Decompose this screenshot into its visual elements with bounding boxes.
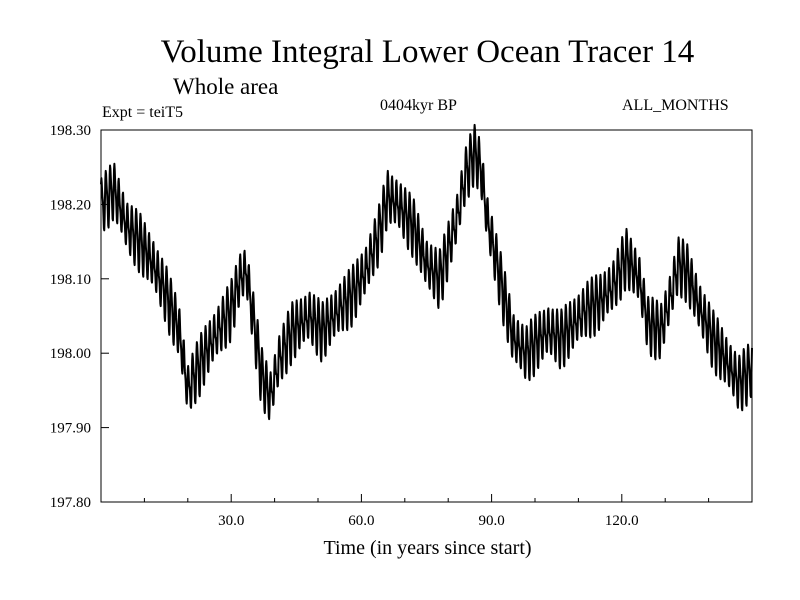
- chart-title: Volume Integral Lower Ocean Tracer 14: [160, 34, 695, 70]
- x-tick-label: 30.0: [218, 513, 244, 529]
- plot-frame: [100, 129, 753, 503]
- y-tick-label: 198.20: [50, 197, 91, 213]
- y-tick-label: 197.90: [50, 421, 91, 437]
- period-label: 0404kyr BP: [380, 97, 457, 114]
- y-tick-label: 197.80: [50, 495, 91, 511]
- experiment-label: Expt = teiT5: [102, 104, 184, 121]
- x-tick-label: 120.0: [605, 513, 639, 529]
- series-line: [100, 123, 753, 421]
- x-tick-label: 90.0: [478, 513, 504, 529]
- months-label: ALL_MONTHS: [622, 97, 729, 114]
- chart-subtitle: Whole area: [173, 74, 279, 99]
- y-tick-label: 198.30: [50, 123, 91, 139]
- y-tick-label: 198.00: [50, 346, 91, 362]
- x-tick-label: 60.0: [348, 513, 374, 529]
- y-tick-label: 198.10: [50, 272, 91, 288]
- x-axis-label: Time (in years since start): [323, 537, 532, 559]
